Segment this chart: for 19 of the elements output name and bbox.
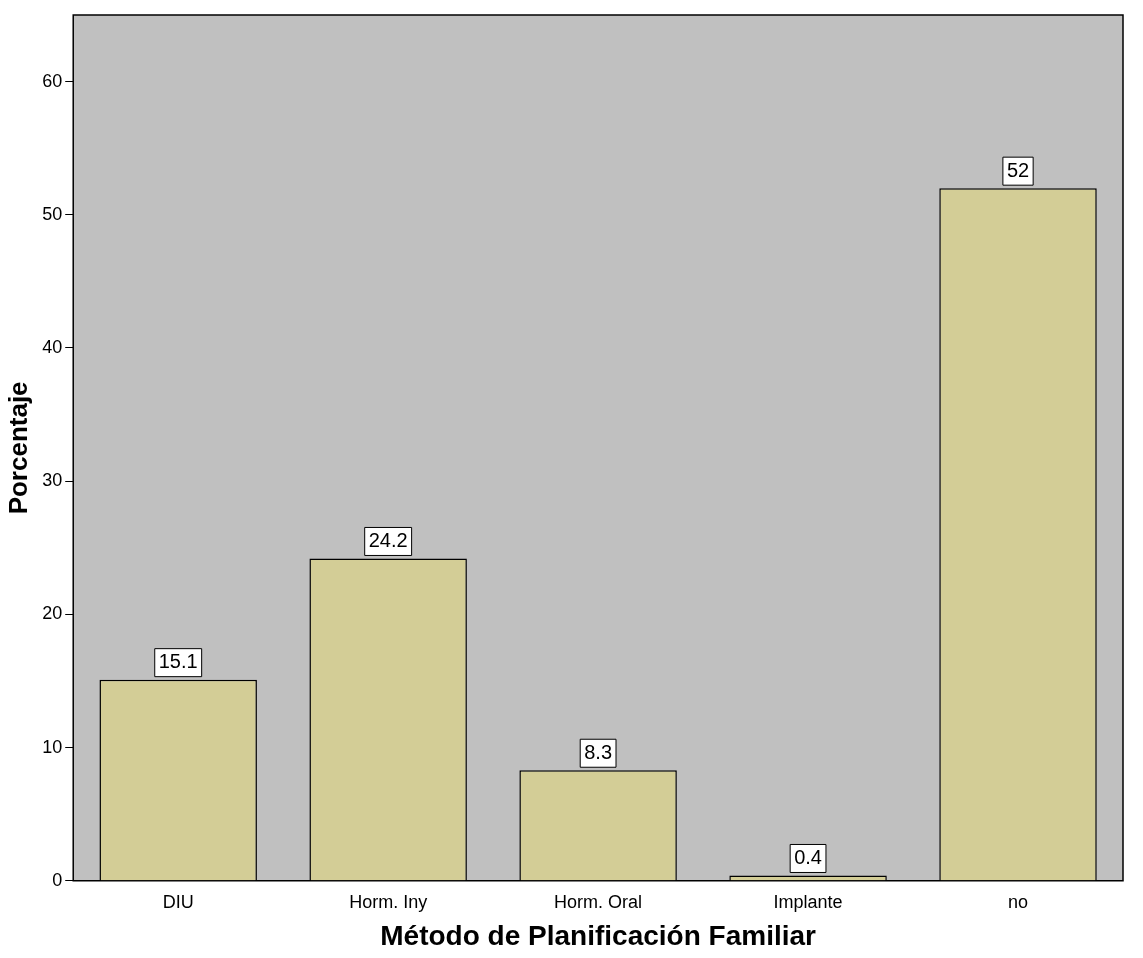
x-tick-label: Horm. Oral xyxy=(554,891,643,912)
data-label: 8.3 xyxy=(584,740,613,763)
data-label: 52 xyxy=(1006,158,1030,181)
x-tick-label: DIU xyxy=(162,891,194,912)
x-tick-label: no xyxy=(1008,891,1029,912)
data-label: 15.1 xyxy=(158,650,198,673)
data-label: 0.4 xyxy=(794,845,822,868)
y-tick-label: 30 xyxy=(42,470,63,491)
x-tick-label: Implante xyxy=(773,891,843,912)
y-tick-label: 20 xyxy=(42,603,63,624)
y-axis-title: Porcentaje xyxy=(2,381,33,515)
y-tick-label: 50 xyxy=(42,203,63,224)
y-tick-label: 60 xyxy=(42,70,63,91)
x-axis-title: Método de Planificación Familiar xyxy=(380,919,817,951)
y-tick-label: 0 xyxy=(52,869,63,890)
y-tick-label: 10 xyxy=(42,736,63,757)
data-label: 24.2 xyxy=(368,528,408,551)
y-tick-label: 40 xyxy=(42,336,63,357)
x-tick-label: Horm. Iny xyxy=(349,891,428,912)
